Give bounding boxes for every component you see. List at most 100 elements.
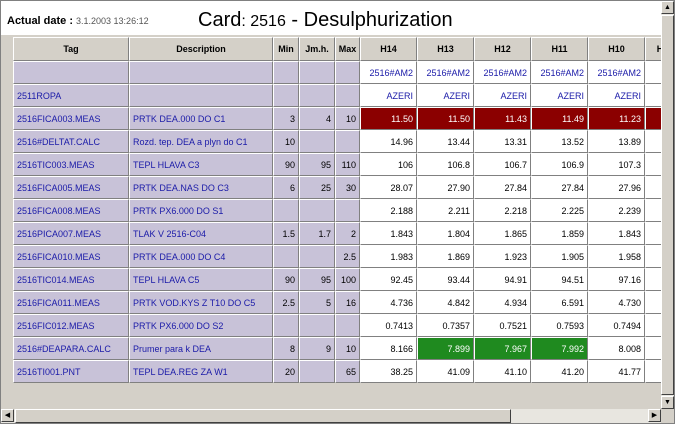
row-description: Rozd. tep. DEA a plyn do C1 (129, 130, 273, 153)
empty-cell (273, 84, 299, 107)
value-cell: 13.52 (531, 130, 588, 153)
value-cell (645, 268, 661, 291)
row-tag[interactable]: 2516FICA008.MEAS (13, 199, 129, 222)
card-title-suffix: - Desulphurization (291, 9, 453, 31)
value-cell: 1.983 (360, 245, 417, 268)
value-cell: 7.967 (474, 337, 531, 360)
row-tag[interactable]: 2516FICA011.MEAS (13, 291, 129, 314)
meta-cell: 2516#AM2 (531, 61, 588, 84)
arrow-down-icon[interactable]: ▼ (661, 396, 674, 409)
row-tag[interactable]: 2511ROPA (13, 84, 129, 107)
row-min: 10 (273, 130, 299, 153)
row-tag[interactable]: 2516PICA007.MEAS (13, 222, 129, 245)
row-jmh: 95 (299, 268, 335, 291)
meta-cell: 2516#AM2 (360, 61, 417, 84)
row-description: PRTK VOD.KYS Z T10 DO C5 (129, 291, 273, 314)
value-cell: 7.899 (417, 337, 474, 360)
value-cell: 106.7 (474, 153, 531, 176)
row-min: 90 (273, 268, 299, 291)
card-title: Card: 2516 - Desulphurization (198, 9, 453, 32)
empty-cell (129, 84, 273, 107)
row-tag[interactable]: 2516TIC014.MEAS (13, 268, 129, 291)
row-max: 30 (335, 176, 360, 199)
row-description: TEPL HLAVA C3 (129, 153, 273, 176)
row-tag[interactable]: 2516TIC003.MEAS (13, 153, 129, 176)
value-cell: 97.16 (588, 268, 645, 291)
column-header[interactable]: H14 (360, 37, 417, 61)
column-header[interactable]: H10 (588, 37, 645, 61)
value-cell: 41.10 (474, 360, 531, 383)
value-cell (645, 314, 661, 337)
column-header[interactable]: H12 (474, 37, 531, 61)
value-cell: 8.166 (360, 337, 417, 360)
value-cell: 41.20 (531, 360, 588, 383)
meta-cell: AZERI (417, 84, 474, 107)
vertical-scroll-thumb[interactable] (661, 15, 674, 395)
column-header[interactable]: Min (273, 37, 299, 61)
row-max (335, 314, 360, 337)
row-max: 110 (335, 153, 360, 176)
arrow-up-icon[interactable]: ▲ (661, 1, 674, 14)
row-tag[interactable]: 2516FICA003.MEAS (13, 107, 129, 130)
column-header[interactable]: H11 (531, 37, 588, 61)
row-jmh (299, 314, 335, 337)
value-cell: 38.25 (360, 360, 417, 383)
value-cell: 94.51 (531, 268, 588, 291)
column-header[interactable]: H (645, 37, 661, 61)
row-tag[interactable]: 2516FIC012.MEAS (13, 314, 129, 337)
value-cell: 13.89 (588, 130, 645, 153)
horizontal-scroll-thumb[interactable] (15, 409, 511, 423)
row-jmh: 4 (299, 107, 335, 130)
value-cell: 106.9 (531, 153, 588, 176)
value-cell (645, 245, 661, 268)
column-header[interactable]: Description (129, 37, 273, 61)
value-cell: 11.23 (588, 107, 645, 130)
empty-cell (129, 61, 273, 84)
row-tag[interactable] (13, 61, 129, 84)
value-cell: 27.90 (417, 176, 474, 199)
value-cell: 2.188 (360, 199, 417, 222)
value-cell: 4.730 (588, 291, 645, 314)
column-header[interactable]: H13 (417, 37, 474, 61)
value-cell: 1.923 (474, 245, 531, 268)
row-description: PRTK DEA.000 DO C4 (129, 245, 273, 268)
row-max: 2.5 (335, 245, 360, 268)
column-header[interactable]: Tag (13, 37, 129, 61)
value-cell: 93.44 (417, 268, 474, 291)
column-header[interactable]: Max (335, 37, 360, 61)
value-cell: 6.591 (531, 291, 588, 314)
row-max: 16 (335, 291, 360, 314)
meta-cell: 2516#AM2 (588, 61, 645, 84)
value-cell: 27.84 (474, 176, 531, 199)
value-cell: 1.843 (588, 222, 645, 245)
row-tag[interactable]: 2516FICA010.MEAS (13, 245, 129, 268)
row-max: 100 (335, 268, 360, 291)
value-cell: 1.958 (588, 245, 645, 268)
row-tag[interactable]: 2516#DEAPARA.CALC (13, 337, 129, 360)
row-tag[interactable]: 2516#DELTAT.CALC (13, 130, 129, 153)
row-max: 2 (335, 222, 360, 245)
row-tag[interactable]: 2516TI001.PNT (13, 360, 129, 383)
value-cell: 2.225 (531, 199, 588, 222)
value-cell: 1.859 (531, 222, 588, 245)
meta-cell: AZERI (531, 84, 588, 107)
horizontal-scrollbar[interactable]: ◀ ▶ (1, 409, 661, 423)
row-tag[interactable]: 2516FICA005.MEAS (13, 176, 129, 199)
arrow-right-icon[interactable]: ▶ (648, 409, 661, 422)
row-jmh: 9 (299, 337, 335, 360)
row-min: 3 (273, 107, 299, 130)
meta-cell: 2516#AM2 (474, 61, 531, 84)
value-cell: 92.45 (360, 268, 417, 291)
value-cell: 41.09 (417, 360, 474, 383)
row-max: 10 (335, 337, 360, 360)
row-max (335, 130, 360, 153)
value-cell: 4.736 (360, 291, 417, 314)
meta-cell: AZERI (474, 84, 531, 107)
row-min (273, 314, 299, 337)
value-cell: 2.239 (588, 199, 645, 222)
vertical-scrollbar[interactable]: ▲ ▼ (661, 1, 674, 409)
row-max: 65 (335, 360, 360, 383)
value-cell (645, 199, 661, 222)
column-header[interactable]: Jm.h. (299, 37, 335, 61)
arrow-left-icon[interactable]: ◀ (1, 409, 14, 422)
